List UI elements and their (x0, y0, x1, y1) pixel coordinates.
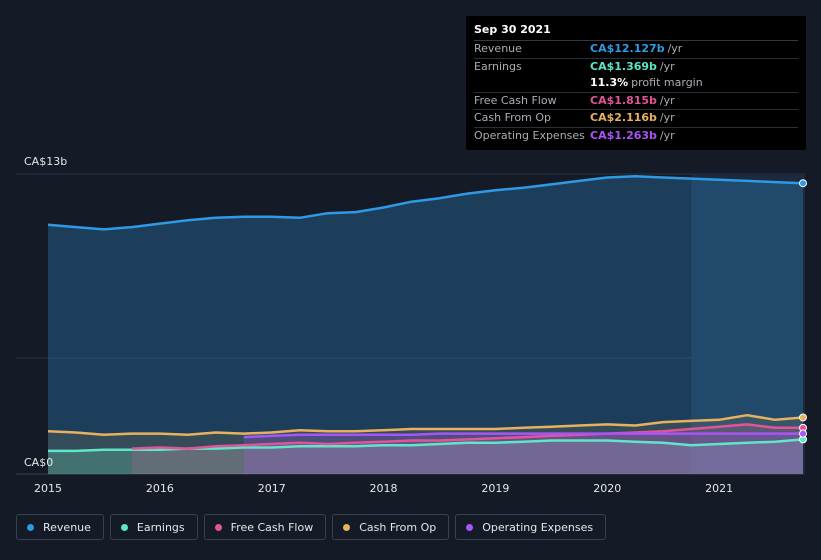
legend-label: Free Cash Flow (230, 520, 314, 534)
tooltip-label: Revenue (474, 42, 522, 55)
legend-dot-icon (343, 523, 351, 531)
tooltip-unit: /yr (667, 42, 683, 55)
free-cash-flow-area (131, 424, 803, 474)
x-tick-label: 2017 (258, 482, 286, 495)
tooltip-row: Cash From Op CA$2.116b/yr (474, 110, 798, 128)
tooltip-row: Free Cash Flow CA$1.815b/yr (474, 93, 798, 110)
legend-item-revenue[interactable]: Revenue (16, 514, 104, 540)
tooltip-label: Earnings (474, 59, 522, 73)
tooltip-row: Operating Expenses CA$1.263b/yr (474, 128, 798, 145)
cash-from-op-line (47, 413, 804, 437)
legend-dot-icon (214, 523, 222, 531)
legend: Revenue Earnings Free Cash Flow Cash From O… (16, 514, 607, 540)
grid (16, 173, 805, 475)
legend-dot-icon (120, 523, 128, 531)
legend-label: Operating Expenses (482, 520, 594, 534)
tooltip-value: 11.3% (590, 76, 629, 89)
y-axis-top-label: CA$13b (24, 155, 67, 168)
operating-expenses-end-marker (799, 429, 807, 438)
x-tick-label: 2020 (593, 482, 621, 495)
tooltip-value: CA$1.263b (590, 128, 657, 142)
x-tick-label: 2016 (146, 482, 174, 495)
x-tick-label: 2019 (481, 482, 509, 495)
free-cash-flow-line (131, 423, 803, 450)
revenue-end-marker (799, 179, 807, 188)
x-axis: 2015 2016 2017 2018 2019 2020 2021 (34, 482, 733, 495)
tooltip-value: CA$1.815b (590, 93, 657, 107)
x-tick-label: 2018 (370, 482, 398, 495)
tooltip-label: Cash From Op (474, 111, 552, 124)
legend-dot-icon (466, 523, 474, 531)
series-lines (47, 175, 804, 453)
tooltip-unit: /yr (659, 93, 675, 107)
legend-item-free-cash-flow[interactable]: Free Cash Flow (203, 514, 327, 540)
tooltip-value: CA$2.116b (590, 111, 657, 124)
operating-expenses-area (243, 433, 803, 474)
tooltip-label: Free Cash Flow (474, 93, 557, 107)
tooltip-row: 11.3% profit margin (474, 75, 798, 93)
tooltip-unit: profit margin (631, 76, 703, 89)
tooltip-label: Operating Expenses (474, 128, 585, 142)
tooltip-rows: Revenue CA$12.127b/yr Earnings CA$1.369b/yr… (474, 41, 798, 144)
tooltip-unit: /yr (659, 128, 675, 142)
tooltip-label (474, 75, 590, 92)
legend-item-earnings[interactable]: Earnings (109, 514, 198, 540)
x-tick-label: 2021 (705, 482, 733, 495)
x-tick-label: 2015 (34, 482, 62, 495)
revenue-line (47, 175, 804, 231)
cash-from-op-end-marker (799, 413, 807, 422)
legend-item-cash-from-op[interactable]: Cash From Op (332, 514, 450, 540)
legend-label: Cash From Op (359, 520, 437, 534)
y-axis-bottom-label: CA$0 (24, 456, 53, 469)
operating-expenses-line (243, 432, 803, 439)
tooltip-date: Sep 30 2021 (474, 22, 798, 41)
revenue-area (48, 176, 803, 475)
legend-dot-icon (27, 523, 34, 531)
tooltip-row: Earnings CA$1.369b/yr (474, 59, 798, 76)
series-markers (799, 179, 807, 444)
legend-label: Earnings (136, 520, 185, 534)
tooltip-value: CA$12.127b (590, 42, 665, 55)
tooltip-unit: /yr (659, 59, 675, 73)
tooltip-unit: /yr (659, 111, 675, 124)
tooltip-value: CA$1.369b (590, 59, 657, 73)
tooltip-row: Revenue CA$12.127b/yr (474, 41, 798, 59)
legend-item-operating-expenses[interactable]: Operating Expenses (455, 514, 607, 540)
tooltip: Sep 30 2021 Revenue CA$12.127b/yr Earnings… (466, 16, 806, 150)
legend-label: Revenue (43, 520, 91, 534)
